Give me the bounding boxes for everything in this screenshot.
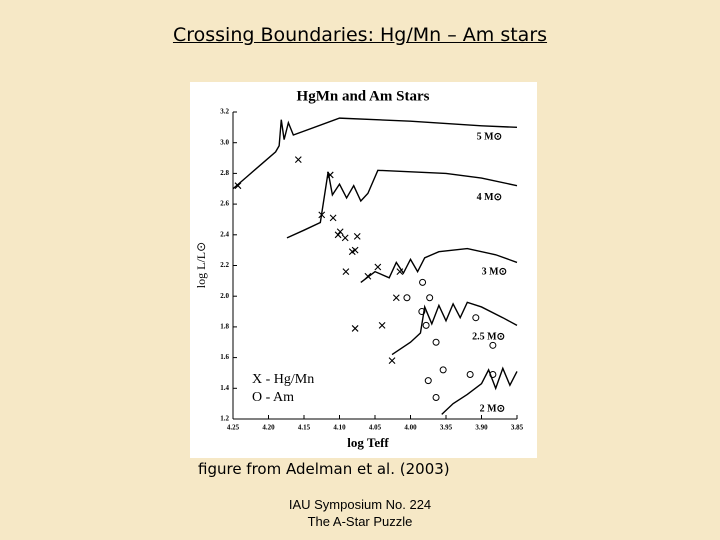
hgmn-point [342,268,350,276]
am-point [418,308,426,316]
track-label: 5 M⊙ [477,132,502,143]
am-point [403,294,411,302]
hgmn-point [326,171,334,179]
figure-background [190,82,537,458]
caption: figure from Adelman et al. (2003) [198,460,450,478]
chart-title: HgMn and Am Stars [297,88,430,104]
y-tick-label: 3.0 [220,138,229,146]
hgmn-point [353,232,361,240]
hgmn-point [294,156,302,163]
hgmn-point [374,263,382,271]
hgmn-point [364,272,372,280]
hgmn-point [334,231,342,239]
legend-entry: X - Hg/Mn [252,372,314,387]
y-tick-label: 2.0 [220,292,229,300]
y-tick-label: 1.6 [220,353,229,361]
hgmn-point [351,246,359,254]
track-line [360,247,518,283]
hgmn-point [336,228,344,236]
slide-title: Crossing Boundaries: Hg/Mn – Am stars [172,24,548,46]
track-label: 2 M⊙ [480,404,505,415]
hgmn-point [392,294,400,302]
figure: HgMn and Am Stars log Teff log L/L⊙ 1.2 1… [190,82,537,458]
track-label: 2.5 M⊙ [472,332,505,343]
y-tick-label: 3.2 [220,108,229,116]
x-tick-label: 3.90 [475,424,488,432]
y-tick-label: 1.2 [220,415,229,423]
x-tick-label: 4.20 [262,424,275,432]
am-point [472,314,480,322]
footer-line: The A-Star Puzzle [307,514,413,529]
am-point [419,278,427,286]
track-label: 4 M⊙ [477,192,502,203]
track-line [391,301,518,356]
y-tick-label: 2.4 [220,230,229,238]
hgmn-point [396,268,404,276]
am-point [424,377,432,385]
y-tick-label: 2.6 [220,200,229,208]
am-point [439,366,447,374]
y-tick-label: 1.8 [220,323,229,331]
am-point [432,338,440,346]
am-point [432,394,440,402]
footer: IAU Symposium No. 224 The A-Star Puzzle [0,496,720,530]
x-tick-label: 3.85 [511,424,524,432]
hgmn-point [351,325,359,332]
y-axis-label: log L/L⊙ [194,242,208,288]
x-tick-label: 4.15 [298,424,311,432]
am-point [489,370,497,378]
track-line [232,117,518,190]
am-point [489,341,497,349]
hgmn-point [318,211,326,219]
track-line [441,366,518,415]
x-tick-label: 3.95 [440,424,453,432]
hgmn-point [378,321,386,329]
hgmn-point [234,182,242,190]
track-label: 3 M⊙ [482,267,507,278]
x-tick-label: 4.05 [369,424,382,432]
am-point [466,370,474,378]
footer-line: IAU Symposium No. 224 [288,497,432,512]
y-tick-label: 2.2 [220,261,229,269]
hgmn-point [388,357,396,365]
x-tick-label: 4.10 [333,424,346,432]
hgmn-point [329,214,337,222]
hgmn-point [341,234,349,242]
x-tick-label: 4.25 [227,424,240,432]
am-point [422,321,430,329]
x-tick-label: 4.00 [404,424,417,432]
x-axis-label: log Teff [347,435,389,450]
y-tick-label: 1.4 [220,384,229,392]
y-tick-label: 2.8 [220,169,229,177]
am-point [426,294,434,302]
legend-entry: O - Am [252,390,294,405]
